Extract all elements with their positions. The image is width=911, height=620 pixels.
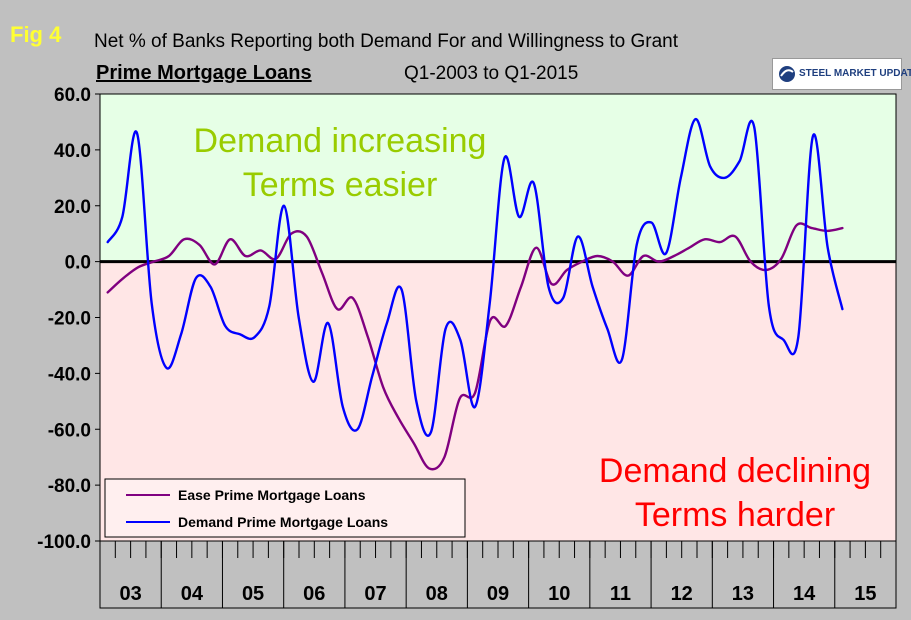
year-label: 11 (610, 583, 631, 605)
year-label: 12 (671, 583, 693, 605)
legend-entry: Demand Prime Mortgage Loans (178, 514, 388, 530)
chart-title: Net % of Banks Reporting both Demand For… (94, 31, 679, 52)
annotation-bottom-line2: Terms harder (635, 496, 835, 534)
year-label: 08 (426, 583, 448, 605)
year-label: 14 (793, 583, 816, 605)
year-label: 15 (854, 583, 876, 605)
logo-text: STEEL MARKET UPDATE (799, 68, 911, 79)
y-tick-label: 40.0 (54, 141, 91, 162)
y-tick-label: -80.0 (48, 476, 91, 497)
year-label: 09 (487, 583, 509, 605)
year-label: 07 (364, 583, 386, 605)
year-label: 03 (119, 583, 141, 605)
year-label: 10 (548, 583, 570, 605)
y-tick-label: -20.0 (48, 309, 91, 330)
ease-series-line (106, 222, 844, 471)
chart-subject: Prime Mortgage Loans (96, 62, 312, 84)
y-tick-label: 60.0 (54, 85, 91, 106)
figure-number: Fig 4 (10, 22, 62, 47)
year-label: 05 (242, 583, 264, 605)
date-range: Q1-2003 to Q1-2015 (404, 63, 579, 84)
legend-entry: Ease Prime Mortgage Loans (178, 487, 366, 503)
year-label: 13 (732, 583, 754, 605)
y-tick-label: 0.0 (65, 253, 91, 274)
y-tick-label: -60.0 (48, 420, 91, 441)
annotation-top-line2: Terms easier (243, 166, 438, 204)
y-tick-label: -40.0 (48, 364, 91, 385)
steel-market-update-logo: STEEL MARKET UPDATE (772, 58, 911, 90)
annotation-bottom-line1: Demand declining (599, 452, 871, 490)
negative-zone (100, 261, 896, 541)
year-label: 06 (303, 583, 325, 605)
annotation-top-line1: Demand increasing (194, 122, 487, 160)
positive-zone (100, 94, 896, 262)
year-label: 04 (181, 583, 204, 605)
logo-swoosh-icon (779, 66, 795, 82)
demand-series-line (106, 117, 844, 437)
legend-box (104, 478, 466, 538)
y-tick-label: 20.0 (54, 197, 91, 218)
y-tick-label: -100.0 (37, 532, 91, 553)
